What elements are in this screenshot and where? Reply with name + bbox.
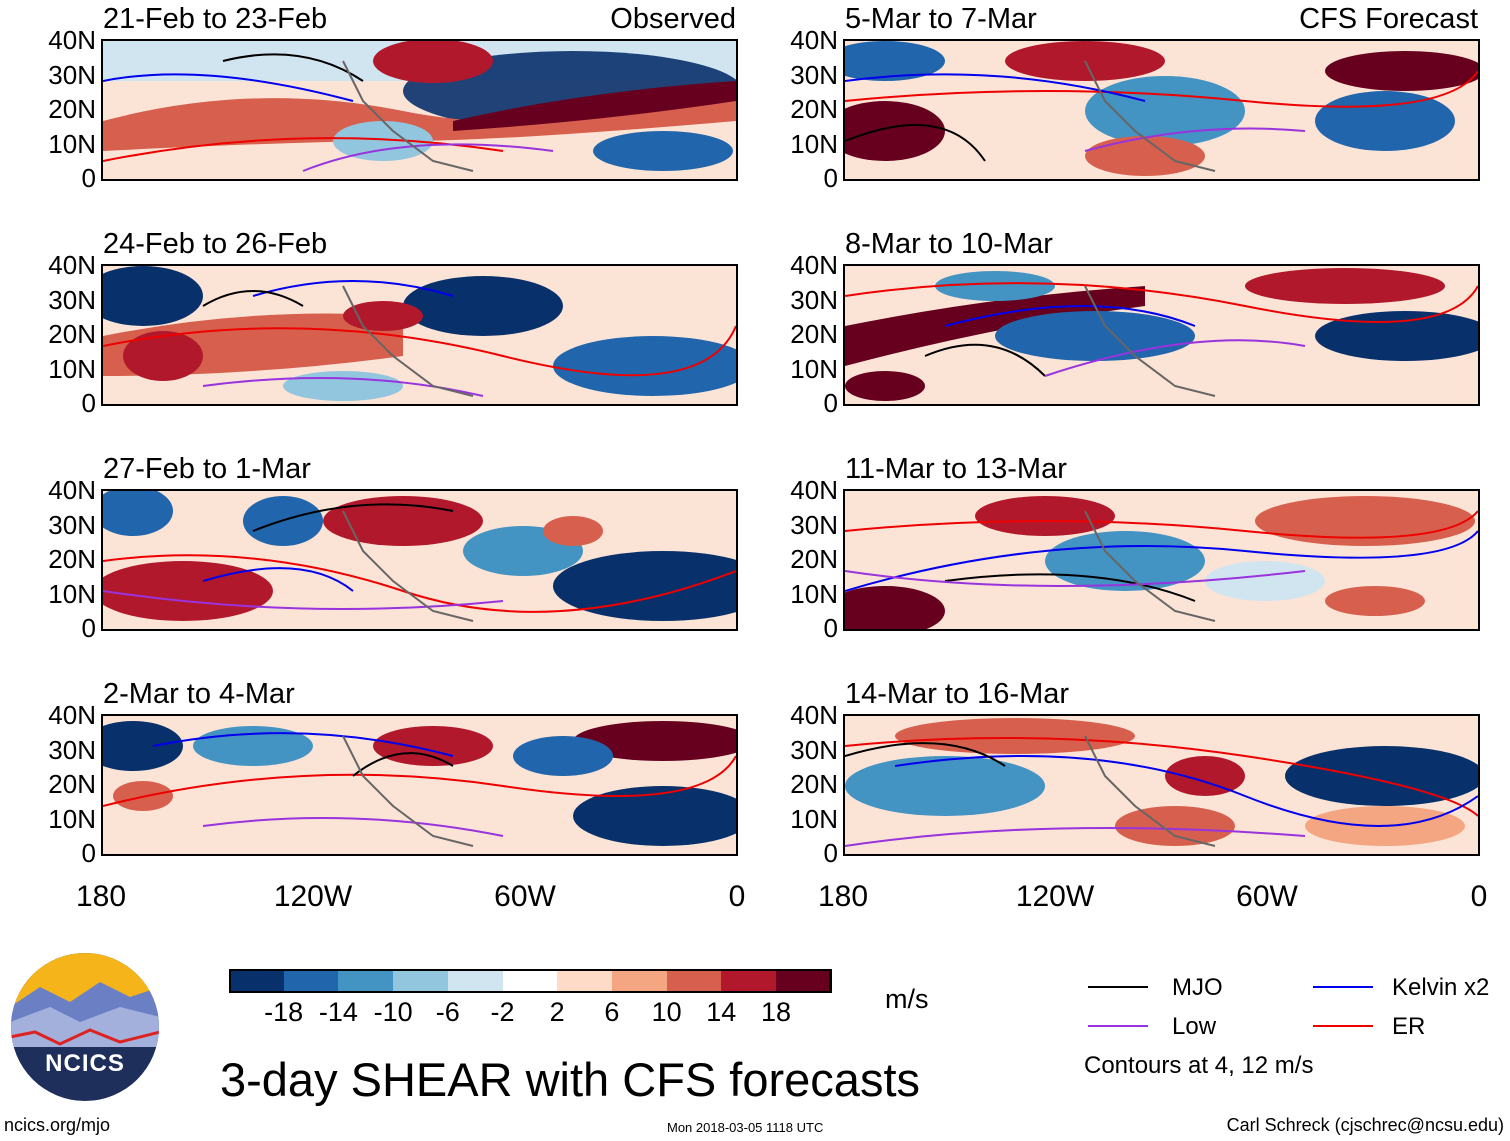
panel-tag: Observed	[610, 3, 736, 35]
lat-label: 40N	[48, 475, 96, 505]
lat-label: 30N	[790, 284, 838, 315]
ncics-logo	[10, 952, 160, 1102]
panel-title: 8-Mar to 10-Mar	[845, 228, 1053, 260]
lat-label: 20N	[790, 544, 838, 574]
lat-label: 0	[81, 388, 96, 418]
colorbar-label: 2	[549, 997, 565, 1027]
lat-label: 10N	[48, 803, 96, 834]
panel-title: 2-Mar to 4-Mar	[103, 678, 295, 710]
lon-label: 120W	[1015, 880, 1095, 913]
colorbar-label: -2	[490, 997, 515, 1027]
legend-label-mjo: MJO	[1172, 974, 1223, 1001]
lat-label: 0	[81, 838, 96, 868]
lon-label: 0	[1470, 880, 1488, 913]
legend-line-mjo	[1088, 986, 1148, 988]
colorbar-label: -18	[264, 997, 304, 1027]
lat-label: 20N	[790, 94, 838, 124]
shear-map-panel	[101, 489, 738, 631]
shear-map-panel	[101, 714, 738, 856]
lat-label: 0	[823, 613, 838, 643]
lat-label: 30N	[48, 509, 96, 540]
footer-timestamp: Mon 2018-03-05 1118 UTC	[667, 1120, 824, 1135]
panel-title: 24-Feb to 26-Feb	[103, 228, 328, 260]
panel-title: 21-Feb to 23-Feb	[103, 3, 328, 35]
legend-label-low: Low	[1172, 1013, 1217, 1040]
figure-title: 3-day SHEAR with CFS forecasts	[220, 1053, 920, 1106]
legend-line-er	[1313, 1025, 1373, 1027]
lat-label: 10N	[790, 803, 838, 834]
lon-label: 180	[817, 880, 869, 913]
legend-line-kelvin	[1313, 986, 1373, 988]
lat-label: 40N	[48, 700, 96, 730]
lat-label: 20N	[48, 94, 96, 124]
colorbar-label: -14	[318, 997, 358, 1027]
lat-label: 10N	[790, 578, 838, 609]
panel-title: 14-Mar to 16-Mar	[845, 678, 1070, 710]
lat-label: 20N	[48, 544, 96, 574]
panel-title: 27-Feb to 1-Mar	[103, 453, 311, 485]
colorbar-swatch	[502, 969, 559, 993]
lat-label: 30N	[790, 59, 838, 90]
panel-title: 11-Mar to 13-Mar	[845, 453, 1067, 485]
legend-note: Contours at 4, 12 m/s	[1084, 1052, 1314, 1079]
colorbar-label: -6	[435, 997, 460, 1027]
colorbar-swatch	[338, 969, 395, 993]
colorbar-label: 14	[706, 997, 737, 1027]
panel-title: 5-Mar to 7-Mar	[845, 3, 1037, 35]
lat-label: 20N	[48, 769, 96, 799]
colorbar-label: 6	[604, 997, 620, 1027]
lat-label: 0	[81, 163, 96, 193]
lat-label: 0	[823, 388, 838, 418]
colorbar-unit: m/s	[885, 984, 929, 1014]
footer-author: Carl Schreck (cjschrec@ncsu.edu)	[1226, 1115, 1504, 1135]
lat-label: 30N	[790, 509, 838, 540]
colorbar-label: 18	[760, 997, 792, 1027]
lat-label: 40N	[790, 475, 838, 505]
legend-label-kelvin: Kelvin x2	[1392, 974, 1490, 1001]
lat-label: 0	[823, 838, 838, 868]
lat-label: 40N	[48, 250, 96, 280]
lat-label: 10N	[790, 353, 838, 384]
legend-line-low	[1088, 1025, 1148, 1027]
lat-label: 0	[81, 613, 96, 643]
ncics-logo-icon	[11, 953, 159, 1101]
shear-map-panel	[843, 489, 1480, 631]
legend-label-er: ER	[1392, 1013, 1426, 1040]
colorbar-swatch	[666, 969, 723, 993]
lon-label: 60W	[1236, 880, 1298, 913]
colorbar-frame	[229, 969, 831, 993]
colorbar-swatch	[229, 969, 286, 993]
logo-text: NCICS	[45, 1050, 125, 1077]
lat-label: 30N	[48, 734, 96, 765]
lat-label: 30N	[48, 59, 96, 90]
lat-label: 0	[823, 163, 838, 193]
lat-label: 20N	[48, 319, 96, 349]
lat-label: 40N	[790, 250, 838, 280]
lat-label: 40N	[790, 25, 838, 55]
lon-label: 60W	[494, 880, 556, 913]
lat-label: 20N	[790, 319, 838, 349]
footer-url[interactable]: ncics.org/mjo	[4, 1115, 111, 1135]
lat-label: 20N	[790, 769, 838, 799]
lat-label: 40N	[790, 700, 838, 730]
panel-tag: CFS Forecast	[1299, 3, 1478, 35]
colorbar-swatch	[776, 969, 833, 993]
shear-map-panel	[101, 264, 738, 406]
colorbar-label: -10	[373, 997, 413, 1027]
shear-map-panel	[843, 39, 1480, 181]
lat-label: 10N	[48, 128, 96, 159]
lon-label: 0	[728, 880, 746, 913]
shear-map-panel	[843, 714, 1480, 856]
lat-label: 30N	[790, 734, 838, 765]
lat-label: 40N	[48, 25, 96, 55]
colorbar-label: 10	[651, 997, 682, 1027]
lat-label: 30N	[48, 284, 96, 315]
shear-map-panel	[101, 39, 738, 181]
lon-label: 120W	[273, 880, 353, 913]
shear-map-panel	[843, 264, 1480, 406]
lon-label: 180	[75, 880, 127, 913]
lat-label: 10N	[790, 128, 838, 159]
lat-label: 10N	[48, 353, 96, 384]
lat-label: 10N	[48, 578, 96, 609]
